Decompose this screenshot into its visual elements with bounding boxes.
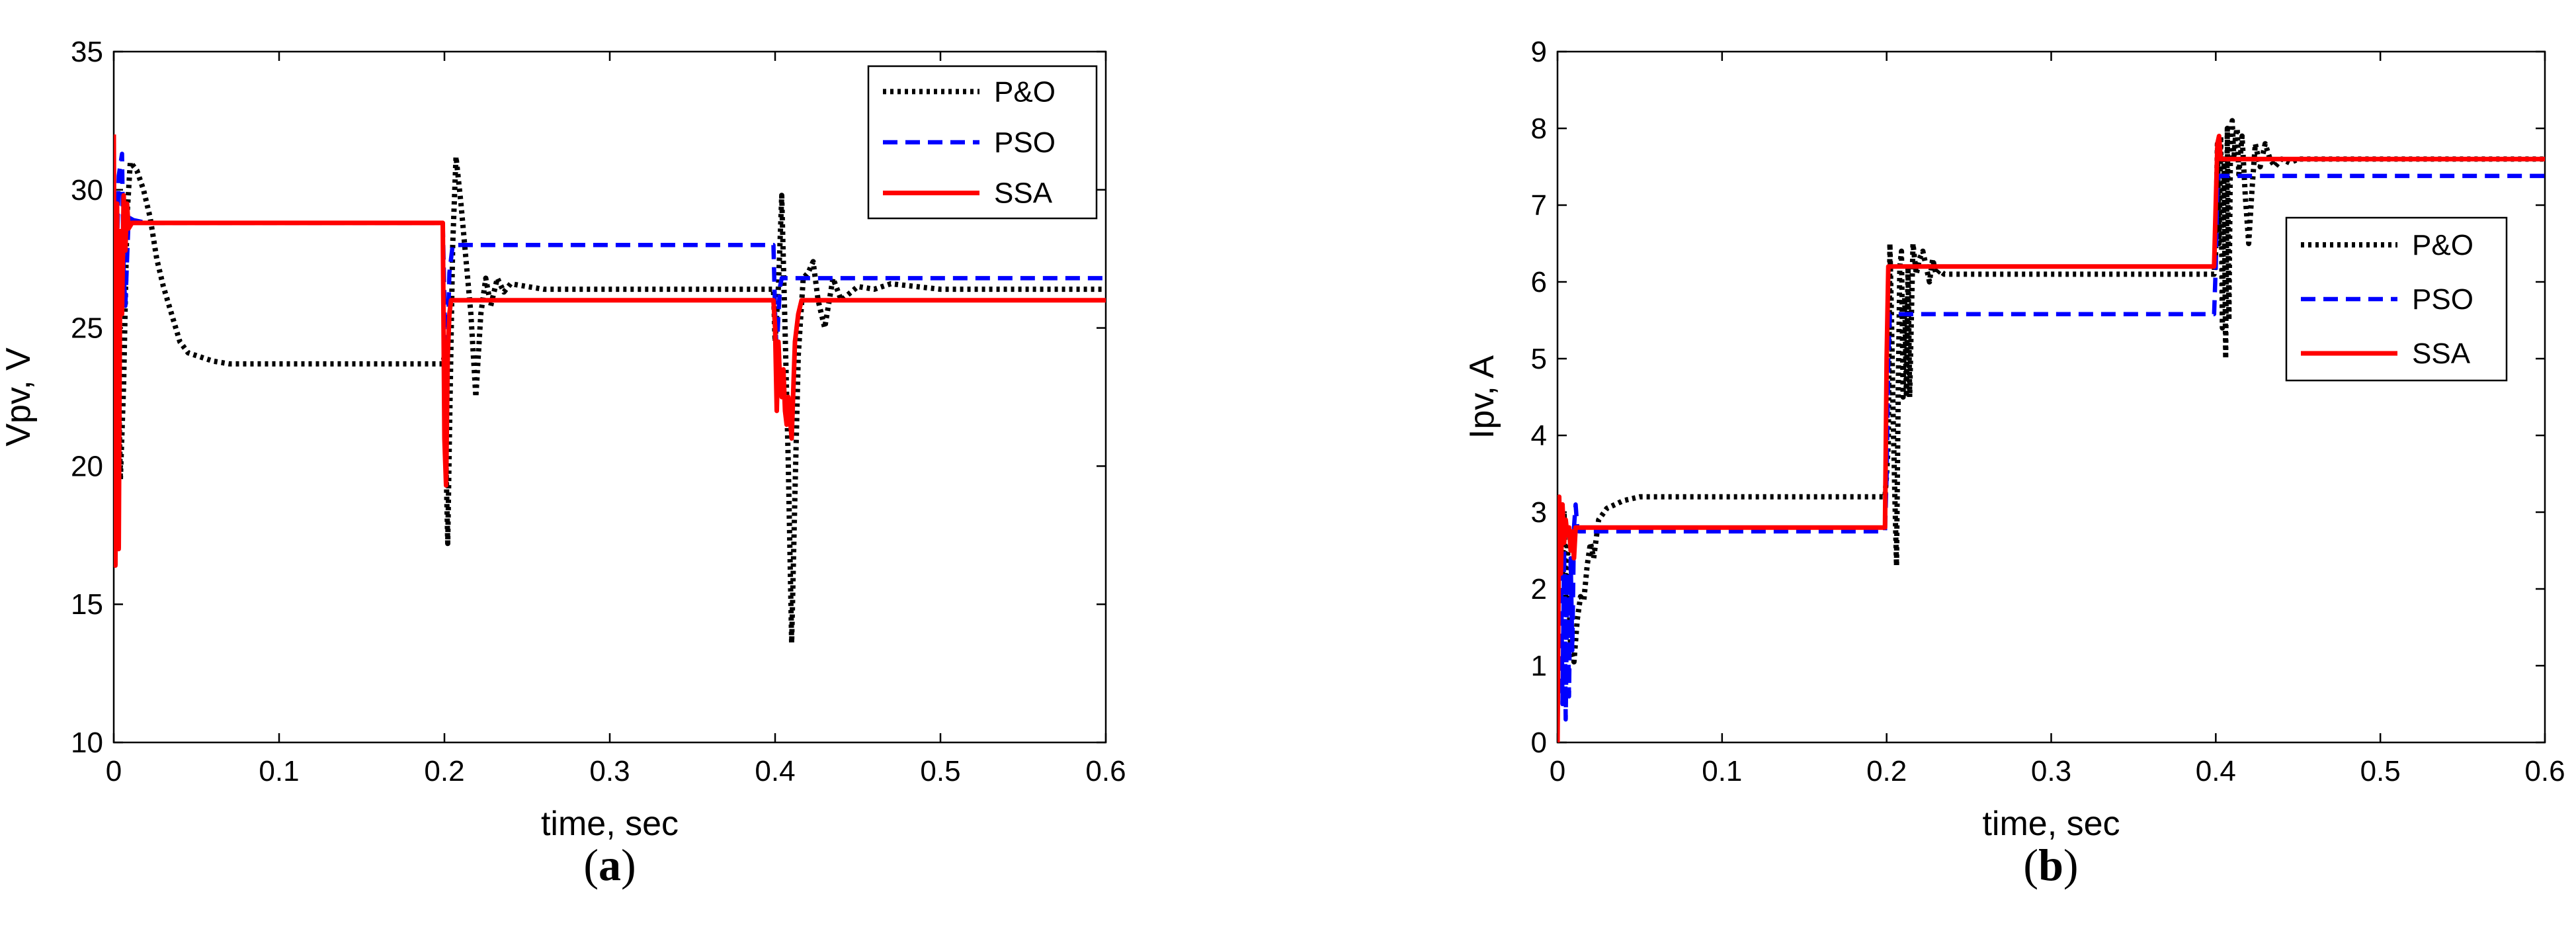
x-tick-label: 0 [106,755,122,787]
y-axis-label: Vpv, V [0,347,38,447]
x-tick-label: 0.4 [2196,755,2236,787]
x-tick-label: 0.5 [920,755,960,787]
y-tick-label: 20 [71,450,103,482]
x-axis-label: time, sec [541,805,679,843]
chart-b-current: 0 0.1 0.2 0.3 0.4 0.5 0.6 0 1 2 3 4 5 6 7 8 9 time, sec Ip… [1463,36,2565,890]
subfigure-caption: (a) [583,840,636,890]
legend-box [867,65,1098,220]
plot-area [1556,50,2546,744]
y-tick-label: 10 [71,727,103,759]
legend-entry: SSA [994,177,1053,210]
y-tick-label: 6 [1531,266,1547,298]
series-line-ssa [114,134,1106,568]
x-tick-label: 0.4 [755,755,795,787]
y-axis-label: Ipv, A [1463,355,1501,439]
y-tick-label: 3 [1531,496,1547,529]
series-line-ssa [1558,134,2545,742]
y-tick-label: 7 [1531,189,1547,222]
legend-entry: SSA [2412,337,2471,370]
y-tick-label: 25 [71,312,103,345]
legend-entry: P&O [994,75,1056,108]
chart-a-voltage: 0 0.1 0.2 0.3 0.4 0.5 0.6 10 15 20 25 30 35 time, sec… [0,36,1126,890]
y-tick-label: 8 [1531,112,1547,145]
x-tick-label: 0.3 [589,755,630,787]
x-tick-label: 0.6 [1085,755,1126,787]
subfigure-caption: (b) [2023,840,2078,890]
y-tick-label: 30 [71,174,103,206]
series-line-po [114,154,1106,646]
y-tick-label: 35 [71,36,103,68]
y-tick-label: 4 [1531,420,1547,452]
y-tick-label: 2 [1531,573,1547,605]
legend-entry: PSO [2412,283,2473,316]
x-tick-label: 0.1 [1702,755,1742,787]
y-tick-label: 5 [1531,343,1547,375]
y-tick-label: 9 [1531,36,1547,68]
x-tick-label: 0.1 [259,755,299,787]
x-tick-label: 0.3 [2031,755,2071,787]
x-tick-label: 0.6 [2524,755,2565,787]
x-axis-label: time, sec [1982,805,2120,843]
x-tick-label: 0.2 [424,755,464,787]
x-tick-label: 0.5 [2360,755,2401,787]
x-tick-label: 0.2 [1866,755,1907,787]
y-tick-label: 15 [71,588,103,621]
series-line-pso [1558,173,2545,742]
legend-entry: P&O [2412,229,2473,261]
y-tick-label: 1 [1531,650,1547,682]
legend-entry: PSO [994,126,1056,159]
y-tick-label: 0 [1531,727,1547,759]
x-tick-label: 0 [1550,755,1565,787]
